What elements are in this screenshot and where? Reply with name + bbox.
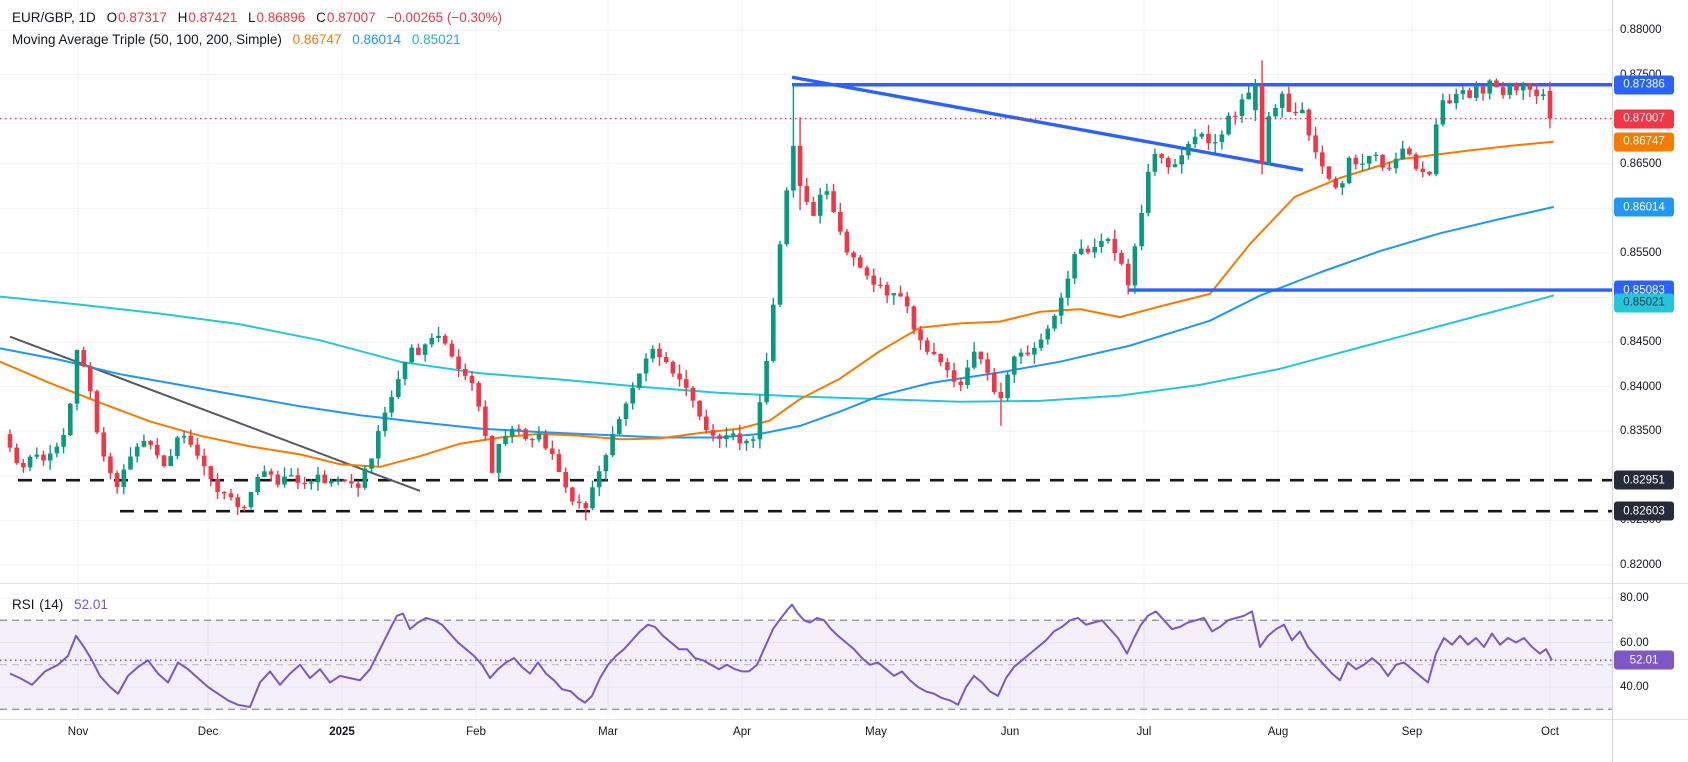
- ma-legend: Moving Average Triple (50, 100, 200, Sim…: [12, 31, 461, 48]
- price-axis-label: 0.88000: [1620, 24, 1662, 36]
- rsi-value-badge: 52.01: [1614, 650, 1674, 670]
- time-axis-label-oct[interactable]: Oct: [1541, 726, 1559, 738]
- open-value: 0.87317: [118, 10, 167, 25]
- close-label: C: [316, 10, 326, 25]
- ma-title: Moving Average Triple (50, 100, 200, Sim…: [12, 32, 282, 47]
- time-axis-label-jun[interactable]: Jun: [1000, 726, 1020, 738]
- time-axis-label-apr[interactable]: Apr: [733, 726, 751, 738]
- ma100-value: 0.86014: [352, 32, 402, 47]
- ma50-value: 0.86747: [292, 32, 342, 47]
- price-badge: 0.82603: [1614, 501, 1674, 521]
- close-value: 0.87007: [326, 10, 376, 25]
- price-badge: 0.85021: [1614, 293, 1674, 313]
- symbol-legend: EUR/GBP, 1D O0.87317 H0.87421 L0.86896 C…: [12, 9, 502, 26]
- time-axis-label-mar[interactable]: Mar: [598, 726, 618, 738]
- candles: [7, 60, 1553, 521]
- time-axis-label-jul[interactable]: Jul: [1136, 726, 1152, 738]
- price-axis-label: 0.82000: [1620, 559, 1662, 571]
- rsi-axis-label: 40.00: [1620, 681, 1649, 693]
- rsi-title: RSI: [12, 597, 35, 612]
- time-axis-label-feb[interactable]: Feb: [466, 726, 486, 738]
- ma-50-line: [0, 140, 1554, 468]
- ma-200-line: [0, 294, 1554, 403]
- price-badge: 0.87386: [1614, 75, 1674, 95]
- price-badge: 0.87007: [1614, 109, 1674, 129]
- low-value: 0.86896: [256, 10, 306, 25]
- time-axis-label-dec[interactable]: Dec: [197, 726, 219, 738]
- price-badge: 0.82951: [1614, 470, 1674, 490]
- rsi-axis-label: 80.00: [1620, 592, 1649, 604]
- blue-descending-trendline: [791, 75, 1304, 172]
- price-axis-label: 0.83500: [1620, 425, 1662, 438]
- high-label: H: [177, 10, 188, 25]
- change-value: −0.00265 (−0.30%): [386, 10, 502, 25]
- rsi-line: [9, 603, 1553, 708]
- time-axis-label-nov[interactable]: Nov: [67, 726, 89, 738]
- rsi-value: 52.01: [74, 597, 108, 612]
- ma-100-line: [0, 206, 1554, 439]
- rsi-params: (14): [39, 597, 64, 612]
- symbol-title: EUR/GBP, 1D: [12, 10, 96, 25]
- price-axis-label: 0.86500: [1620, 157, 1662, 170]
- time-axis-label-sep[interactable]: Sep: [1401, 726, 1423, 738]
- low-label: L: [247, 10, 256, 25]
- price-axis-label: 0.84500: [1620, 336, 1662, 349]
- price-axis-label: 0.85500: [1620, 246, 1662, 259]
- price-badge: 0.86747: [1614, 132, 1674, 152]
- time-axis-label-aug[interactable]: Aug: [1267, 726, 1289, 738]
- high-value: 0.87421: [188, 10, 238, 25]
- price-badge: 0.86014: [1614, 197, 1674, 217]
- price-axis-label: 0.84000: [1620, 380, 1662, 393]
- rsi-legend: RSI (14) 52.01: [12, 596, 108, 613]
- time-axis-label-may[interactable]: May: [865, 726, 887, 738]
- time-axis-label-2025[interactable]: 2025: [329, 726, 355, 738]
- open-label: O: [106, 10, 118, 25]
- ma200-value: 0.85021: [411, 32, 461, 47]
- rsi-axis-label: 60.00: [1620, 636, 1649, 649]
